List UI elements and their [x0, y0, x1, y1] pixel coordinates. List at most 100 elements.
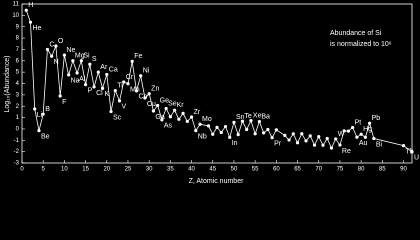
data-point: [228, 135, 232, 139]
data-point: [338, 143, 342, 147]
data-point: [304, 139, 308, 143]
data-point: [291, 132, 295, 136]
data-point: [109, 109, 113, 114]
point-label: Be: [41, 133, 50, 140]
data-point: [168, 115, 172, 119]
y-tick-label: 0: [16, 127, 20, 133]
data-point: [236, 133, 240, 137]
data-point: [372, 136, 376, 141]
data-point: [177, 117, 181, 121]
data-point: [181, 111, 185, 115]
x-tick-label: 5: [42, 167, 46, 173]
x-tick-label: 55: [252, 167, 259, 173]
y-tick-label: 9: [16, 24, 20, 30]
data-point: [223, 124, 228, 129]
point-label: Sn: [236, 114, 245, 121]
point-label: Cu: [147, 101, 156, 108]
data-point: [253, 132, 257, 136]
data-point: [147, 92, 151, 96]
data-point: [300, 132, 304, 136]
data-point: [189, 115, 194, 119]
point-label: Xe: [253, 112, 262, 119]
point-label: P: [88, 87, 93, 94]
point-label: Ne: [66, 47, 75, 54]
data-point: [67, 73, 71, 77]
point-label: U: [414, 155, 419, 162]
data-point: [143, 96, 147, 100]
x-tick-label: 35: [167, 167, 174, 173]
point-label: Nb: [198, 133, 207, 140]
data-point: [164, 106, 168, 111]
data-point: [139, 74, 143, 78]
annotation: Abundance of Si: [330, 30, 382, 37]
data-point: [270, 136, 274, 140]
point-label: In: [232, 140, 238, 147]
point-label: O: [58, 38, 64, 45]
y-axis-label: Log₁₀(Abundance): [4, 55, 11, 112]
data-point: [54, 44, 58, 48]
data-point: [266, 127, 270, 132]
data-point: [321, 143, 325, 147]
data-point: [295, 141, 300, 145]
y-tick-label: 8: [16, 36, 20, 42]
chart: Z, Atomic number Log₁₀(Abundance) Abunda…: [3, 1, 420, 185]
y-tick-label: -1: [14, 138, 20, 144]
data-point: [249, 119, 253, 123]
data-point: [257, 119, 261, 124]
data-point: [351, 125, 355, 130]
data-point: [363, 135, 367, 139]
data-point: [312, 143, 317, 147]
data-point: [211, 132, 215, 136]
x-tick-label: 75: [337, 167, 344, 173]
data-point: [50, 54, 54, 58]
point-label: Pt: [355, 119, 362, 126]
x-tick-label: 10: [61, 167, 68, 173]
y-tick-label: -3: [14, 161, 20, 167]
data-point: [368, 121, 372, 125]
point-label: Ca: [109, 66, 118, 73]
y-tick-label: 4: [16, 81, 20, 87]
x-tick-label: 85: [379, 167, 386, 173]
point-label: V: [122, 104, 127, 111]
y-tick-label: 1: [16, 115, 20, 121]
data-point: [156, 103, 160, 108]
data-point: [113, 88, 117, 93]
point-label: Ba: [261, 113, 270, 120]
point-label: Mn: [130, 87, 140, 94]
data-point: [75, 71, 79, 75]
point-label: Se: [168, 100, 177, 107]
data-point: [287, 138, 291, 142]
point-label: Ge: [160, 97, 169, 104]
data-point: [194, 129, 198, 133]
y-tick-label: 2: [16, 104, 20, 110]
x-tick-label: 0: [20, 167, 24, 173]
y-tick-label: 10: [12, 13, 19, 19]
point-label: Pb: [372, 115, 381, 122]
x-tick-label: 70: [315, 167, 322, 173]
data-point: [240, 119, 245, 123]
y-tick-label: -2: [14, 149, 20, 155]
x-tick-label: 50: [231, 167, 238, 173]
point-label: Zr: [194, 109, 201, 116]
data-point: [185, 119, 189, 124]
x-tick-label: 15: [82, 167, 89, 173]
data-point: [317, 135, 321, 139]
point-label: Ar: [100, 64, 108, 71]
x-axis-label: Z, Atomic number: [189, 178, 245, 185]
data-point: [308, 134, 312, 138]
point-label: C: [49, 41, 54, 48]
data-point: [342, 129, 346, 133]
y-tick-label: 3: [16, 92, 20, 98]
point-label: Si: [83, 53, 90, 60]
point-label: Mo: [202, 116, 212, 123]
point-label: Te: [244, 113, 252, 120]
x-tick-label: 25: [125, 167, 132, 173]
point-label: Ni: [143, 68, 150, 75]
point-label: N: [54, 59, 59, 66]
point-label: H: [28, 2, 33, 9]
point-label: As: [164, 123, 173, 130]
data-point: [122, 80, 126, 84]
x-tick-label: 60: [273, 167, 280, 173]
y-tick-label: 6: [16, 58, 20, 64]
plot-frame: [21, 3, 413, 164]
